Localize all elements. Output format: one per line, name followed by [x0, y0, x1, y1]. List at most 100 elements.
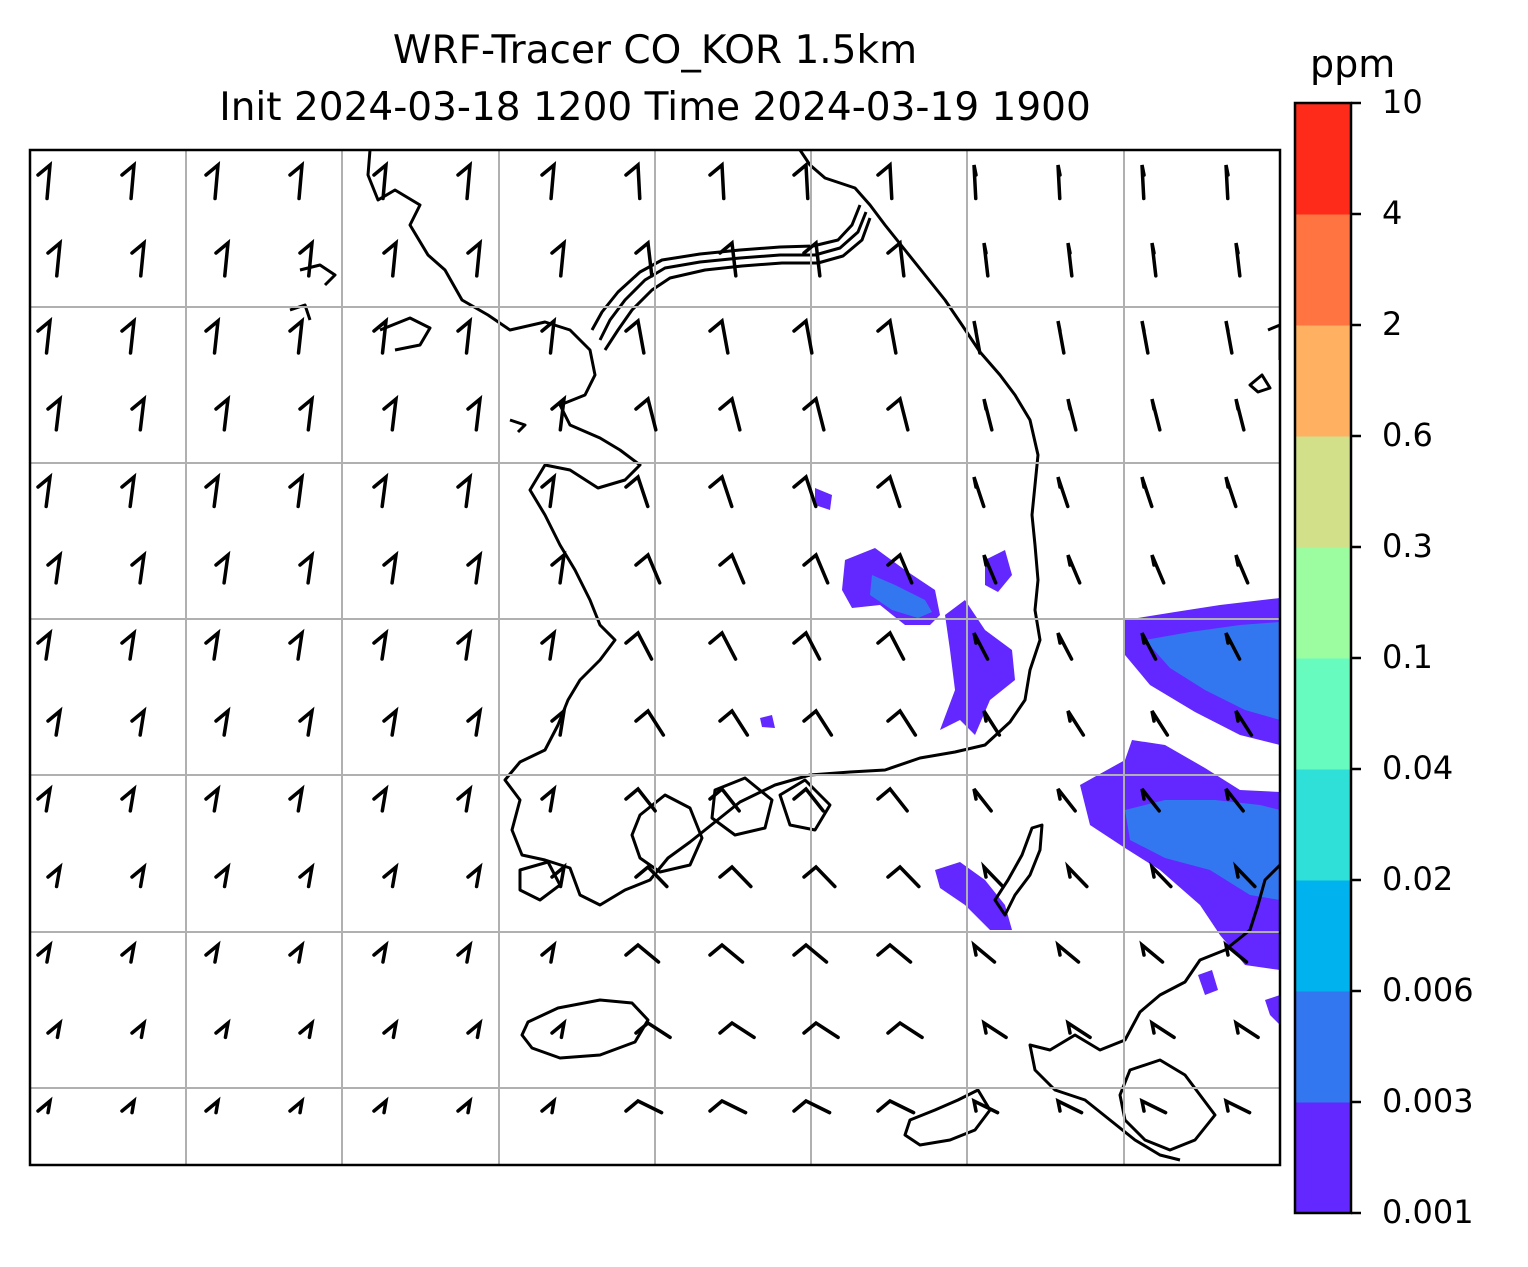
wind-barb — [624, 474, 650, 509]
wind-barb — [792, 1098, 832, 1115]
wind-barb — [708, 161, 726, 201]
wind-barb — [46, 706, 63, 737]
coastline-north-inlet — [598, 211, 868, 341]
wind-barb — [550, 862, 567, 889]
colorbar-tick-label: 0.3 — [1382, 527, 1433, 565]
wind-barb — [708, 630, 738, 661]
wind-barb — [298, 1018, 315, 1040]
wind-barb — [634, 552, 662, 585]
wind-barb — [46, 394, 63, 432]
wind-barb — [204, 1096, 221, 1115]
wind-barb — [288, 160, 305, 201]
wind-barb — [792, 161, 810, 201]
wind-barb — [46, 238, 63, 278]
wind-barb — [982, 554, 998, 585]
wind-barb — [792, 630, 822, 661]
wind-barb — [886, 239, 906, 278]
wind-barb — [204, 472, 221, 509]
wind-barb — [1150, 710, 1170, 737]
wind-barb — [130, 238, 147, 278]
wind-barb — [456, 940, 473, 964]
wind-barb — [708, 1098, 748, 1115]
colorbar-tick-label: 4 — [1382, 194, 1403, 232]
wind-barb — [372, 1096, 389, 1115]
wind-barb — [708, 786, 741, 813]
wind-barb — [876, 161, 894, 201]
wind-barb — [971, 1097, 1000, 1115]
colorbar-swatch — [1295, 325, 1351, 437]
wind-barb — [382, 394, 399, 432]
wind-barb — [540, 628, 557, 661]
wind-barb — [36, 628, 53, 661]
colorbar-swatch — [1295, 436, 1351, 548]
wind-barb — [214, 550, 231, 585]
wind-barb — [802, 552, 830, 585]
colorbar-tick-label: 0.003 — [1382, 1082, 1474, 1120]
tracer-region-small — [815, 488, 832, 510]
wind-barb — [624, 317, 646, 355]
wind-barb — [382, 238, 399, 278]
colorbar-tick-label: 0.02 — [1382, 860, 1454, 898]
wind-barb — [120, 472, 137, 509]
colorbar-tick-label: 0.1 — [1382, 638, 1433, 676]
wind-barb — [792, 317, 814, 355]
colorbar-tick-label: 10 — [1382, 83, 1423, 121]
wind-barb — [792, 942, 829, 964]
wind-barb — [1150, 398, 1162, 432]
wind-barb — [288, 628, 305, 661]
wind-barb — [1150, 242, 1158, 278]
wind-barb — [36, 784, 53, 813]
wind-barb — [540, 1096, 557, 1115]
wind-barb — [372, 784, 389, 813]
wind-barb — [298, 862, 315, 889]
wind-barb — [1056, 632, 1074, 661]
coastline-east-korea — [1028, 863, 1280, 1162]
wind-barb — [634, 239, 654, 278]
wind-barb — [204, 316, 221, 355]
wind-barb — [802, 708, 834, 737]
wind-barb — [372, 940, 389, 964]
colorbar-tick-label: 2 — [1382, 305, 1403, 343]
wind-barb — [718, 1020, 756, 1040]
wind-barb — [466, 1018, 483, 1040]
wind-barb — [36, 472, 53, 509]
wind-barb — [1223, 940, 1249, 964]
wind-barb — [792, 786, 825, 813]
coastline-south-islands-4 — [518, 860, 562, 902]
wind-barb — [792, 474, 818, 509]
wind-barb — [1140, 320, 1150, 355]
colorbar-swatch — [1295, 658, 1351, 770]
wind-barb — [886, 552, 914, 585]
wind-barb — [802, 864, 837, 889]
wind-barb — [624, 161, 642, 201]
wind-barb — [1233, 1019, 1260, 1040]
colorbar-tick-label: 0.6 — [1382, 416, 1433, 454]
wind-barb — [1140, 787, 1161, 813]
tracer-field — [760, 488, 1280, 1025]
tracer-region-islet — [1198, 970, 1218, 995]
wind-barb — [1224, 476, 1238, 509]
colorbar-swatches — [1295, 103, 1351, 1214]
colorbar-swatch — [1295, 880, 1351, 992]
map-frame — [28, 148, 1282, 1167]
gridlines — [30, 150, 1280, 1165]
wind-barb — [982, 710, 1002, 737]
wind-barb — [624, 630, 654, 661]
wind-barb — [214, 1018, 231, 1040]
wind-barb — [288, 784, 305, 813]
wind-barb — [288, 472, 305, 509]
wind-barb — [972, 787, 993, 813]
tracer-region-east-lower-core — [1125, 800, 1280, 900]
wind-barb — [456, 1096, 473, 1115]
colorbar-swatch — [1295, 1102, 1351, 1214]
wind-barb — [540, 316, 557, 355]
coastline-south-islands — [630, 793, 704, 874]
wind-barb — [372, 160, 389, 201]
tracer-region-blob-a — [940, 600, 1015, 735]
tracer-region-small-2 — [760, 715, 775, 728]
wind-barb — [130, 862, 147, 889]
wind-barb — [1224, 164, 1230, 201]
wind-barb — [1224, 787, 1245, 813]
wind-barb — [1139, 1097, 1168, 1115]
wind-barb — [1234, 398, 1246, 432]
